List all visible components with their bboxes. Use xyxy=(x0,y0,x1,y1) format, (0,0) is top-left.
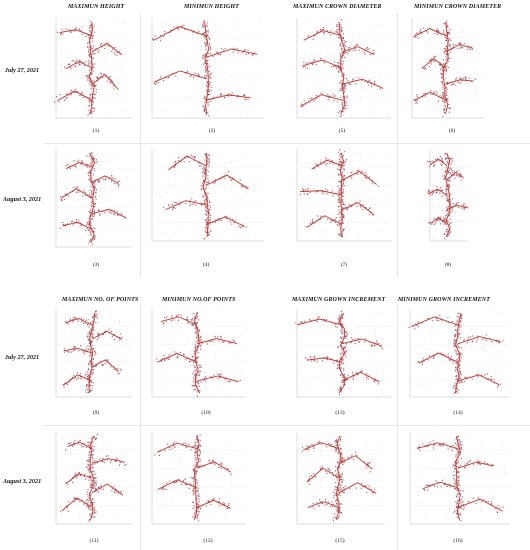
caption-10: (10) xyxy=(201,410,211,416)
panel-5 xyxy=(296,18,391,119)
panel-8 xyxy=(426,149,469,242)
panel-1 xyxy=(53,18,132,119)
panel-3 xyxy=(55,149,132,248)
panel-4 xyxy=(151,149,264,242)
row-label-august-bottom: August 3, 2021 xyxy=(2,478,42,485)
caption-3: (3) xyxy=(92,262,100,268)
caption-13: (13) xyxy=(335,410,345,416)
panel-15 xyxy=(296,432,385,525)
caption-9: (9) xyxy=(92,410,100,416)
row-label-july-bottom: July 27, 2021 xyxy=(4,354,40,361)
panel-16 xyxy=(409,432,510,525)
caption-12: (12) xyxy=(203,538,213,544)
header-max-growth: MAXIMUN GROWN INCREMENT xyxy=(292,297,386,303)
caption-8: (8) xyxy=(444,262,452,268)
header-min-growth: MINIMUN GROWN INCREMENT xyxy=(398,297,490,303)
caption-1: (1) xyxy=(92,128,100,134)
caption-7: (7) xyxy=(340,262,348,268)
caption-4: (4) xyxy=(202,262,210,268)
header-max-crown: MAXIMUN CROWN DIAMETER xyxy=(293,4,382,10)
caption-15: (15) xyxy=(335,538,345,544)
caption-11: (11) xyxy=(89,538,99,544)
row-label-july-top: July 27, 2021 xyxy=(4,67,40,74)
caption-5: (5) xyxy=(338,128,346,134)
panel-7 xyxy=(296,148,391,242)
caption-16: (16) xyxy=(453,538,463,544)
header-max-height: MAXIMUN HEIGHT xyxy=(68,4,125,10)
panel-9 xyxy=(55,309,132,398)
header-min-crown: MINIMUN CROWN DIAMETER xyxy=(414,4,502,10)
panel-10 xyxy=(151,309,246,398)
header-min-height: MINIMUN HEIGHT xyxy=(184,4,239,10)
caption-2: (2) xyxy=(208,128,216,134)
panel-6 xyxy=(411,18,484,119)
panel-13 xyxy=(294,309,391,398)
header-max-points: MAXIMUN NO. OF POINTS xyxy=(62,297,139,303)
header-min-points: MINIMUN NO.OF POINTS xyxy=(162,297,236,303)
panel-11 xyxy=(55,432,132,525)
caption-14: (14) xyxy=(453,410,463,416)
caption-6: (6) xyxy=(448,128,456,134)
panel-2 xyxy=(151,18,264,119)
panel-14 xyxy=(407,309,510,398)
panel-12 xyxy=(151,432,246,525)
row-label-august-top: August 3, 2021 xyxy=(2,196,42,203)
